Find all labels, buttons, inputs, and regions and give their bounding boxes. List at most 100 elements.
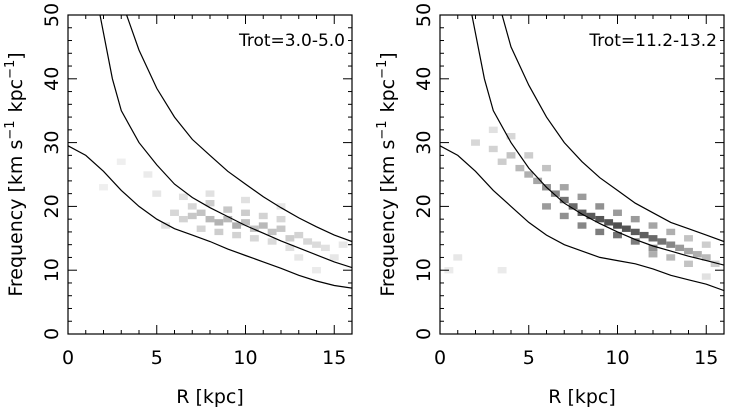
heatmap-cell — [648, 235, 658, 242]
heatmap-cell — [506, 152, 516, 159]
heatmap-cell — [542, 164, 551, 172]
heatmap-cell — [143, 171, 153, 178]
heatmap-cell — [312, 241, 321, 248]
x-tick-label: 10 — [233, 347, 257, 369]
y-axis-label-part: −1 — [3, 60, 18, 79]
heatmap-cell — [648, 222, 658, 229]
x-tick-label: 5 — [151, 347, 163, 369]
heatmap-cell — [559, 212, 569, 220]
y-tick-label: 50 — [413, 3, 435, 27]
model-curve-1 — [68, 145, 352, 289]
heatmap-cell — [99, 184, 108, 191]
heatmap-cell — [276, 203, 286, 210]
heatmap-cell — [258, 212, 268, 220]
x-tick-label: 15 — [694, 347, 718, 369]
heatmap-cell — [285, 235, 295, 242]
heatmap-cell — [241, 196, 250, 204]
heatmap-cell — [524, 171, 534, 178]
y-axis-label-part: Frequency [km s — [5, 140, 27, 297]
heatmap-cell — [223, 215, 233, 223]
heatmap-cell — [595, 228, 605, 236]
heatmap-cell — [312, 267, 321, 274]
y-tick-label: 50 — [41, 3, 63, 27]
y-tick-label: 20 — [41, 194, 63, 218]
heatmap-cell — [241, 219, 250, 226]
y-tick-label: 40 — [413, 67, 435, 91]
x-axis-label: R [kpc] — [548, 386, 616, 408]
heatmap-cell — [453, 254, 463, 261]
heatmap-cell — [205, 215, 215, 223]
heatmap-cell — [524, 152, 534, 159]
y-tick-label: 0 — [413, 328, 435, 340]
heatmap-cell — [205, 190, 215, 197]
model-curve-3 — [501, 15, 724, 243]
x-axis-label: R [kpc] — [176, 386, 244, 408]
heatmap-cell — [666, 228, 676, 236]
heatmap-cell — [586, 212, 596, 220]
y-tick-label: 40 — [41, 67, 63, 91]
heatmap-cell — [205, 200, 215, 207]
heatmap-cell — [488, 145, 498, 153]
y-axis-label-part: kpc — [377, 79, 399, 113]
heatmap-cell — [276, 225, 286, 232]
y-tick-label: 0 — [41, 328, 63, 340]
heatmap-cell — [214, 228, 224, 236]
heatmap-cell — [178, 215, 188, 223]
y-axis-label-part: kpc — [5, 79, 27, 113]
heatmap-cell — [152, 190, 162, 197]
heatmap-cell — [214, 219, 224, 226]
y-axis-label-part: −1 — [375, 60, 390, 79]
heatmap-cells — [444, 126, 720, 280]
heatmap-cell — [568, 203, 578, 210]
heatmap-cell — [630, 238, 640, 245]
y-tick-label: 30 — [41, 131, 63, 155]
heatmap-cell — [497, 158, 507, 165]
heatmap-cell — [666, 241, 676, 248]
heatmap-cell — [675, 244, 685, 252]
heatmap-cell — [630, 215, 640, 223]
heatmap-cell — [170, 209, 179, 216]
right-panel: 0 5 10 15 0 10 20 30 40 50 Trot=11.2-13.2 R [kpc] Fr… — [375, 3, 725, 408]
heatmap-cell — [178, 193, 188, 201]
heatmap-cell — [161, 222, 171, 229]
panel-annotation: Trot=3.0-5.0 — [238, 31, 345, 51]
heatmap-cell — [701, 254, 711, 261]
left-panel: 0 5 10 15 0 10 20 30 40 50 Trot=3.0-5.0 R [kpc] Freq… — [3, 3, 353, 408]
heatmap-cell — [223, 206, 233, 213]
heatmap-cell — [232, 231, 242, 239]
y-axis-label-part: Frequency [km s — [377, 140, 399, 297]
heatmap-cell — [577, 209, 587, 216]
heatmap-cell — [232, 222, 242, 229]
heatmap-cell — [294, 254, 304, 261]
heatmap-cell — [559, 196, 569, 204]
heatmap-cell — [276, 215, 286, 223]
heatmap-cell — [329, 254, 339, 261]
heatmap-cell — [684, 247, 693, 255]
model-curve-2 — [471, 15, 724, 266]
x-tick-label: 15 — [322, 347, 346, 369]
heatmap-cell — [613, 209, 622, 216]
heatmap-cell — [267, 228, 277, 236]
model-curve-1 — [440, 145, 724, 292]
y-axis-label: Frequency [km s−1kpc−1] — [3, 52, 27, 296]
heatmap-cells — [99, 158, 348, 274]
model-curve-3 — [126, 15, 352, 243]
heatmap-cell — [701, 273, 711, 280]
y-axis-label-part: ] — [377, 52, 399, 59]
heatmap-cell — [577, 193, 587, 201]
heatmap-cell — [320, 244, 330, 252]
heatmap-cell — [338, 241, 348, 248]
heatmap-cell — [710, 260, 720, 268]
x-tick-label: 0 — [62, 347, 74, 369]
heatmap-cell — [684, 235, 693, 242]
heatmap-cell — [684, 260, 693, 268]
heatmap-cell — [621, 225, 631, 232]
heatmap-cell — [630, 228, 640, 236]
heatmap-cell — [249, 235, 259, 242]
y-axis-label: Frequency [km s−1kpc−1] — [375, 52, 399, 296]
heatmap-cell — [196, 209, 206, 216]
heatmap-cell — [187, 212, 197, 220]
heatmap-cell — [577, 222, 587, 229]
heatmap-cell — [285, 244, 295, 252]
